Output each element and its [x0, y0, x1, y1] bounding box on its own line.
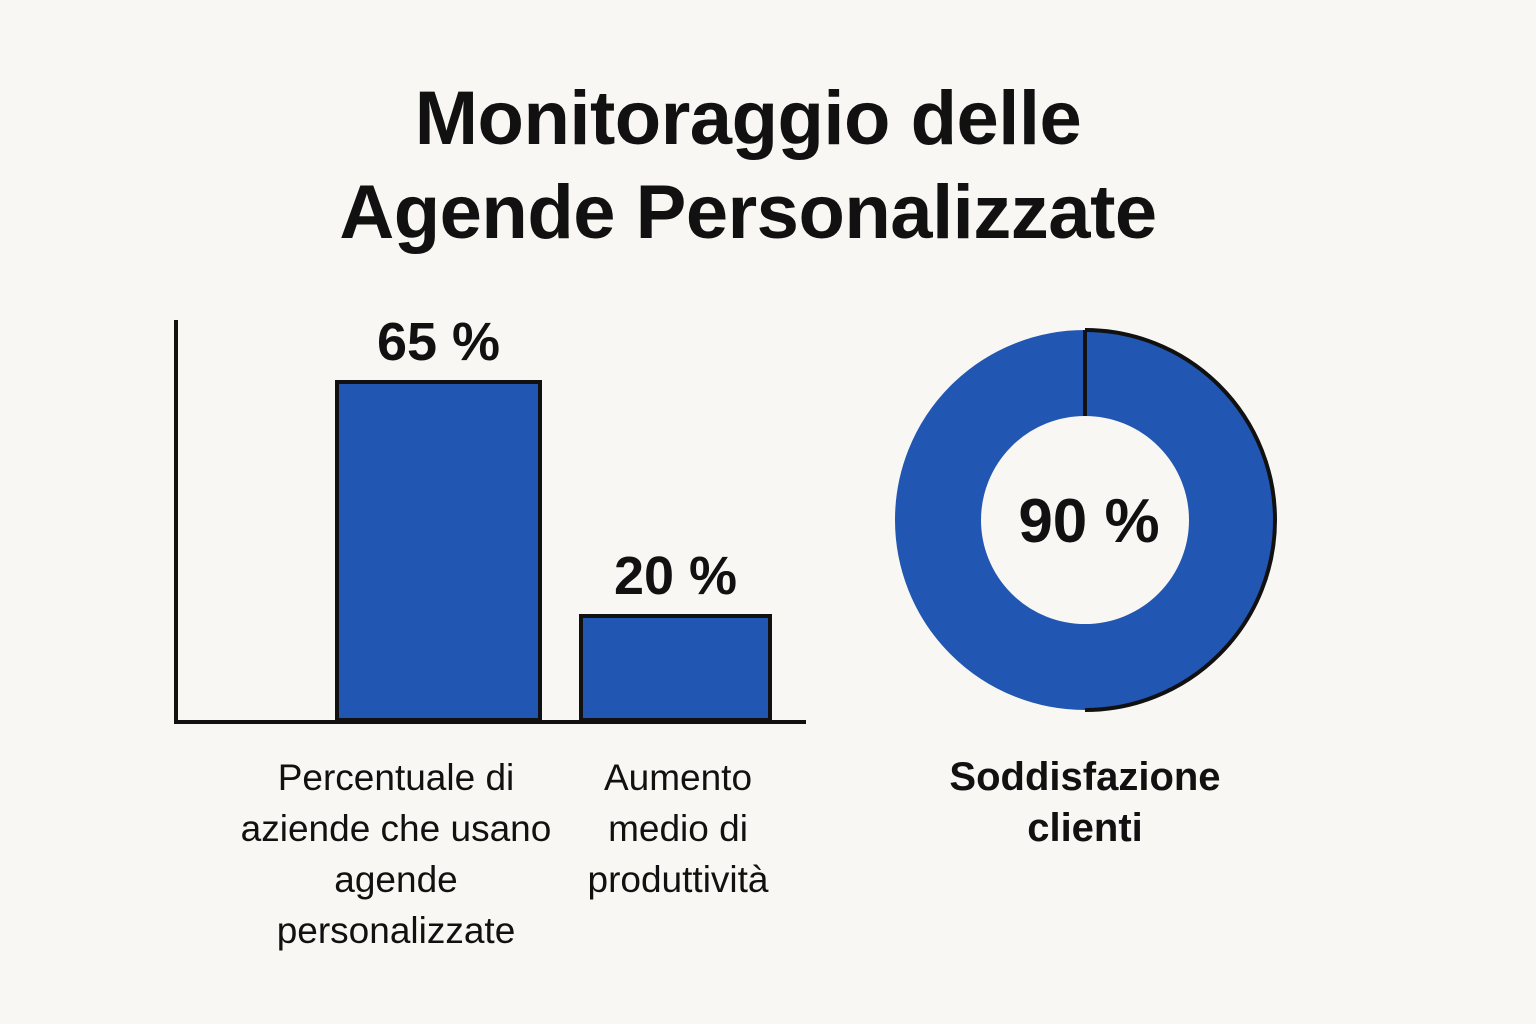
- title-line-1: Monitoraggio delle: [414, 76, 1082, 161]
- bar-value-label-1: 65 %: [377, 312, 500, 372]
- bar-value-label-2: 20 %: [614, 546, 737, 606]
- bar-category-label-aziende: Percentuale di aziende che usano agende …: [240, 757, 552, 951]
- bar-category-label-produttivita: Aumento medio di produttività: [587, 757, 769, 900]
- donut-category-label: Soddisfazione clienti: [949, 755, 1221, 850]
- donut-chart: 90 %: [895, 328, 1277, 712]
- bars-layer: 65 % 20 %: [335, 312, 772, 722]
- bar-1: [335, 380, 542, 722]
- chart-title: Monitoraggio delle Agende Personalizzate: [0, 72, 1496, 260]
- donut-outline-arc: [1084, 328, 1277, 712]
- bar-2: [579, 614, 772, 722]
- donut-value-label: 90 %: [1018, 487, 1159, 556]
- title-line-2: Agende Personalizzate: [339, 170, 1157, 255]
